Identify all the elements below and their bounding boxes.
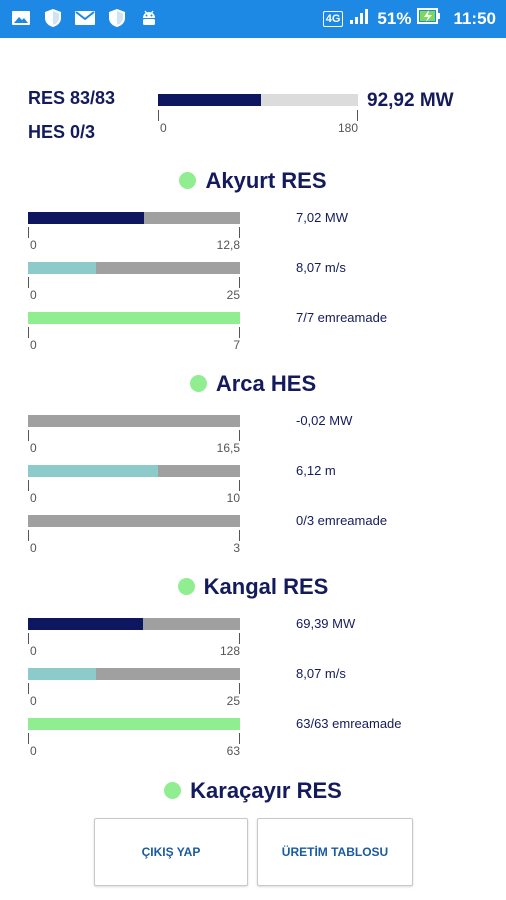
total-power-bar-fill — [158, 94, 262, 106]
metric-bar-fill — [28, 262, 97, 274]
metric-bar — [28, 262, 240, 274]
plant-title: Akyurt RES — [0, 168, 506, 194]
plant-name: Akyurt RES — [205, 168, 327, 193]
total-power-value: 92,92 MW — [367, 90, 454, 111]
scale-max: 10 — [226, 491, 240, 505]
metric-bar — [28, 465, 240, 477]
scale-min: 0 — [30, 338, 37, 352]
metric-bar — [28, 212, 240, 224]
plant-name: Kangal RES — [203, 574, 329, 599]
notification-icons — [10, 7, 160, 29]
battery-charging-icon — [417, 7, 441, 30]
shield-icon — [106, 7, 128, 29]
status-dot — [164, 782, 182, 799]
total-power-scale: 0 180 — [158, 110, 358, 135]
metric-value: -0,02 MW — [296, 413, 353, 428]
metric-scale: 0 16,5 — [28, 430, 240, 455]
scale-min: 0 — [30, 541, 37, 555]
battery-percent: 51% — [377, 8, 412, 28]
system-indicators: 4G 51% 11:50 — [322, 7, 496, 30]
metric-bar-fill — [28, 312, 240, 324]
metric-value: 8,07 m/s — [296, 666, 346, 681]
scale-max: 25 — [226, 288, 240, 302]
metric-value: 63/63 emreamade — [296, 716, 402, 731]
status-dot — [177, 578, 195, 595]
metric-scale: 0 25 — [28, 683, 240, 708]
scale-min: 0 — [30, 491, 37, 505]
metric-row: 0 3 0/3 emreamade — [28, 513, 488, 555]
scale-max: 3 — [233, 541, 240, 555]
signal-icon — [349, 7, 371, 30]
metric-row: 0 12,8 7,02 MW — [28, 210, 488, 252]
scale-min: 0 — [160, 121, 167, 135]
metric-scale: 0 10 — [28, 480, 240, 505]
metric-row: 0 16,5 -0,02 MW — [28, 413, 488, 455]
metric-scale: 0 128 — [28, 633, 240, 658]
clock: 11:50 — [453, 8, 496, 28]
metric-row: 0 10 6,12 m — [28, 463, 488, 505]
metric-bar — [28, 415, 240, 427]
scale-max: 180 — [337, 121, 358, 135]
scale-max: 16,5 — [216, 441, 240, 455]
scale-max: 128 — [219, 644, 240, 658]
metric-bar-fill — [28, 718, 240, 730]
plant-title: Arca HES — [0, 371, 506, 397]
metric-bar — [28, 515, 240, 527]
scale-min: 0 — [30, 644, 37, 658]
metric-bar-fill — [28, 618, 143, 630]
metric-bar-fill — [28, 668, 97, 680]
metric-value: 7,02 MW — [296, 210, 349, 225]
scale-max: 12,8 — [216, 238, 240, 252]
metric-value: 69,39 MW — [296, 616, 356, 631]
android-icon — [138, 7, 160, 29]
network-type-badge: 4G — [322, 10, 344, 27]
scale-max: 25 — [226, 694, 240, 708]
status-dot — [179, 172, 197, 189]
metric-value: 8,07 m/s — [296, 260, 346, 275]
metric-row: 0 7 7/7 emreamade — [28, 310, 488, 352]
scale-max: 7 — [233, 338, 240, 352]
metric-value: 7/7 emreamade — [296, 310, 388, 325]
mail-icon — [74, 7, 96, 29]
total-power-bar — [158, 94, 358, 106]
metric-scale: 0 63 — [28, 733, 240, 758]
logout-button[interactable]: ÇIKIŞ YAP — [94, 818, 248, 886]
metric-bar — [28, 618, 240, 630]
metric-value: 6,12 m — [296, 463, 336, 478]
metric-bar — [28, 312, 240, 324]
plant-name: Karaçayır RES — [190, 778, 342, 803]
res-count-label: RES 83/83 — [28, 88, 116, 108]
scale-min: 0 — [30, 288, 37, 302]
metric-bar — [28, 668, 240, 680]
scale-min: 0 — [30, 694, 37, 708]
metric-bar-fill — [28, 465, 158, 477]
scale-max: 63 — [226, 744, 240, 758]
summary-panel: RES 83/83 HES 0/3 0 180 92,92 MW — [0, 80, 506, 150]
production-table-button[interactable]: ÜRETİM TABLOSU — [257, 818, 413, 886]
metric-scale: 0 12,8 — [28, 227, 240, 252]
metric-scale: 0 25 — [28, 277, 240, 302]
metric-row: 0 25 8,07 m/s — [28, 666, 488, 708]
plant-title: Karaçayır RES — [0, 778, 506, 804]
metric-row: 0 63 63/63 emreamade — [28, 716, 488, 758]
hes-count-label: HES 0/3 — [28, 122, 96, 142]
scale-min: 0 — [30, 238, 37, 252]
plant-title: Kangal RES — [0, 574, 506, 600]
metric-row: 0 25 8,07 m/s — [28, 260, 488, 302]
shield-icon — [42, 7, 64, 29]
gallery-icon — [10, 7, 32, 29]
metric-bar-fill — [28, 212, 145, 224]
scale-min: 0 — [30, 441, 37, 455]
scale-min: 0 — [30, 744, 37, 758]
plant-name: Arca HES — [215, 371, 317, 396]
metric-bar — [28, 718, 240, 730]
metric-value: 0/3 emreamade — [296, 513, 388, 528]
metric-row: 0 128 69,39 MW — [28, 616, 488, 658]
status-bar: 4G 51% 11:50 — [0, 0, 506, 38]
status-dot — [189, 375, 207, 392]
